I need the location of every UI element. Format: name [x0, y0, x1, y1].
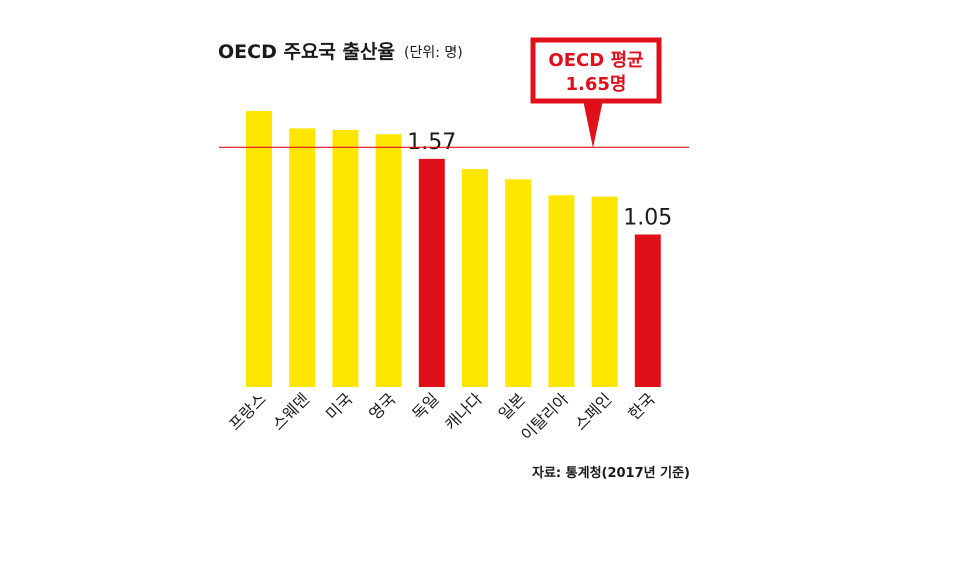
bar-영국	[375, 134, 402, 387]
data-label-한국: 1.05	[623, 206, 672, 231]
callout-line-2: 1.65명	[566, 74, 627, 95]
chart-unit: (단위: 명)	[404, 45, 463, 61]
bar-캐나다	[462, 169, 488, 387]
tick-label-영국: 영국	[365, 389, 399, 423]
source-note: 자료: 통계청(2017년 기준)	[532, 465, 690, 481]
tick-label-스웨덴: 스웨덴	[268, 389, 313, 434]
bar-스웨덴	[289, 128, 316, 387]
tick-label-독일: 독일	[408, 389, 442, 423]
tick-label-한국: 한국	[624, 389, 658, 423]
bar-프랑스	[246, 111, 272, 387]
bar-일본	[505, 179, 532, 387]
tick-label-캐나다: 캐나다	[441, 389, 486, 434]
tick-label-프랑스: 프랑스	[225, 389, 270, 434]
bar-독일	[418, 158, 445, 387]
data-label-독일: 1.57	[407, 130, 456, 155]
bar-한국	[634, 234, 661, 387]
callout-line-1: OECD 평균	[548, 50, 643, 71]
callout-box	[530, 37, 662, 104]
bars-group	[246, 111, 661, 387]
bar-이탈리아	[548, 195, 575, 387]
chart-title: OECD 주요국 출산율	[218, 41, 395, 63]
bar-미국	[332, 129, 359, 387]
bar-스페인	[591, 196, 618, 387]
tick-label-미국: 미국	[322, 389, 356, 423]
tick-label-스페인: 스페인	[571, 389, 616, 434]
tick-label-일본: 일본	[495, 389, 529, 423]
callout-pointer	[583, 100, 603, 148]
oecd-average-callout: OECD 평균 1.65명	[530, 37, 662, 148]
value-labels-group: 1.57 1.05	[407, 130, 672, 231]
tick-label-이탈리아: 이탈리아	[517, 389, 572, 444]
